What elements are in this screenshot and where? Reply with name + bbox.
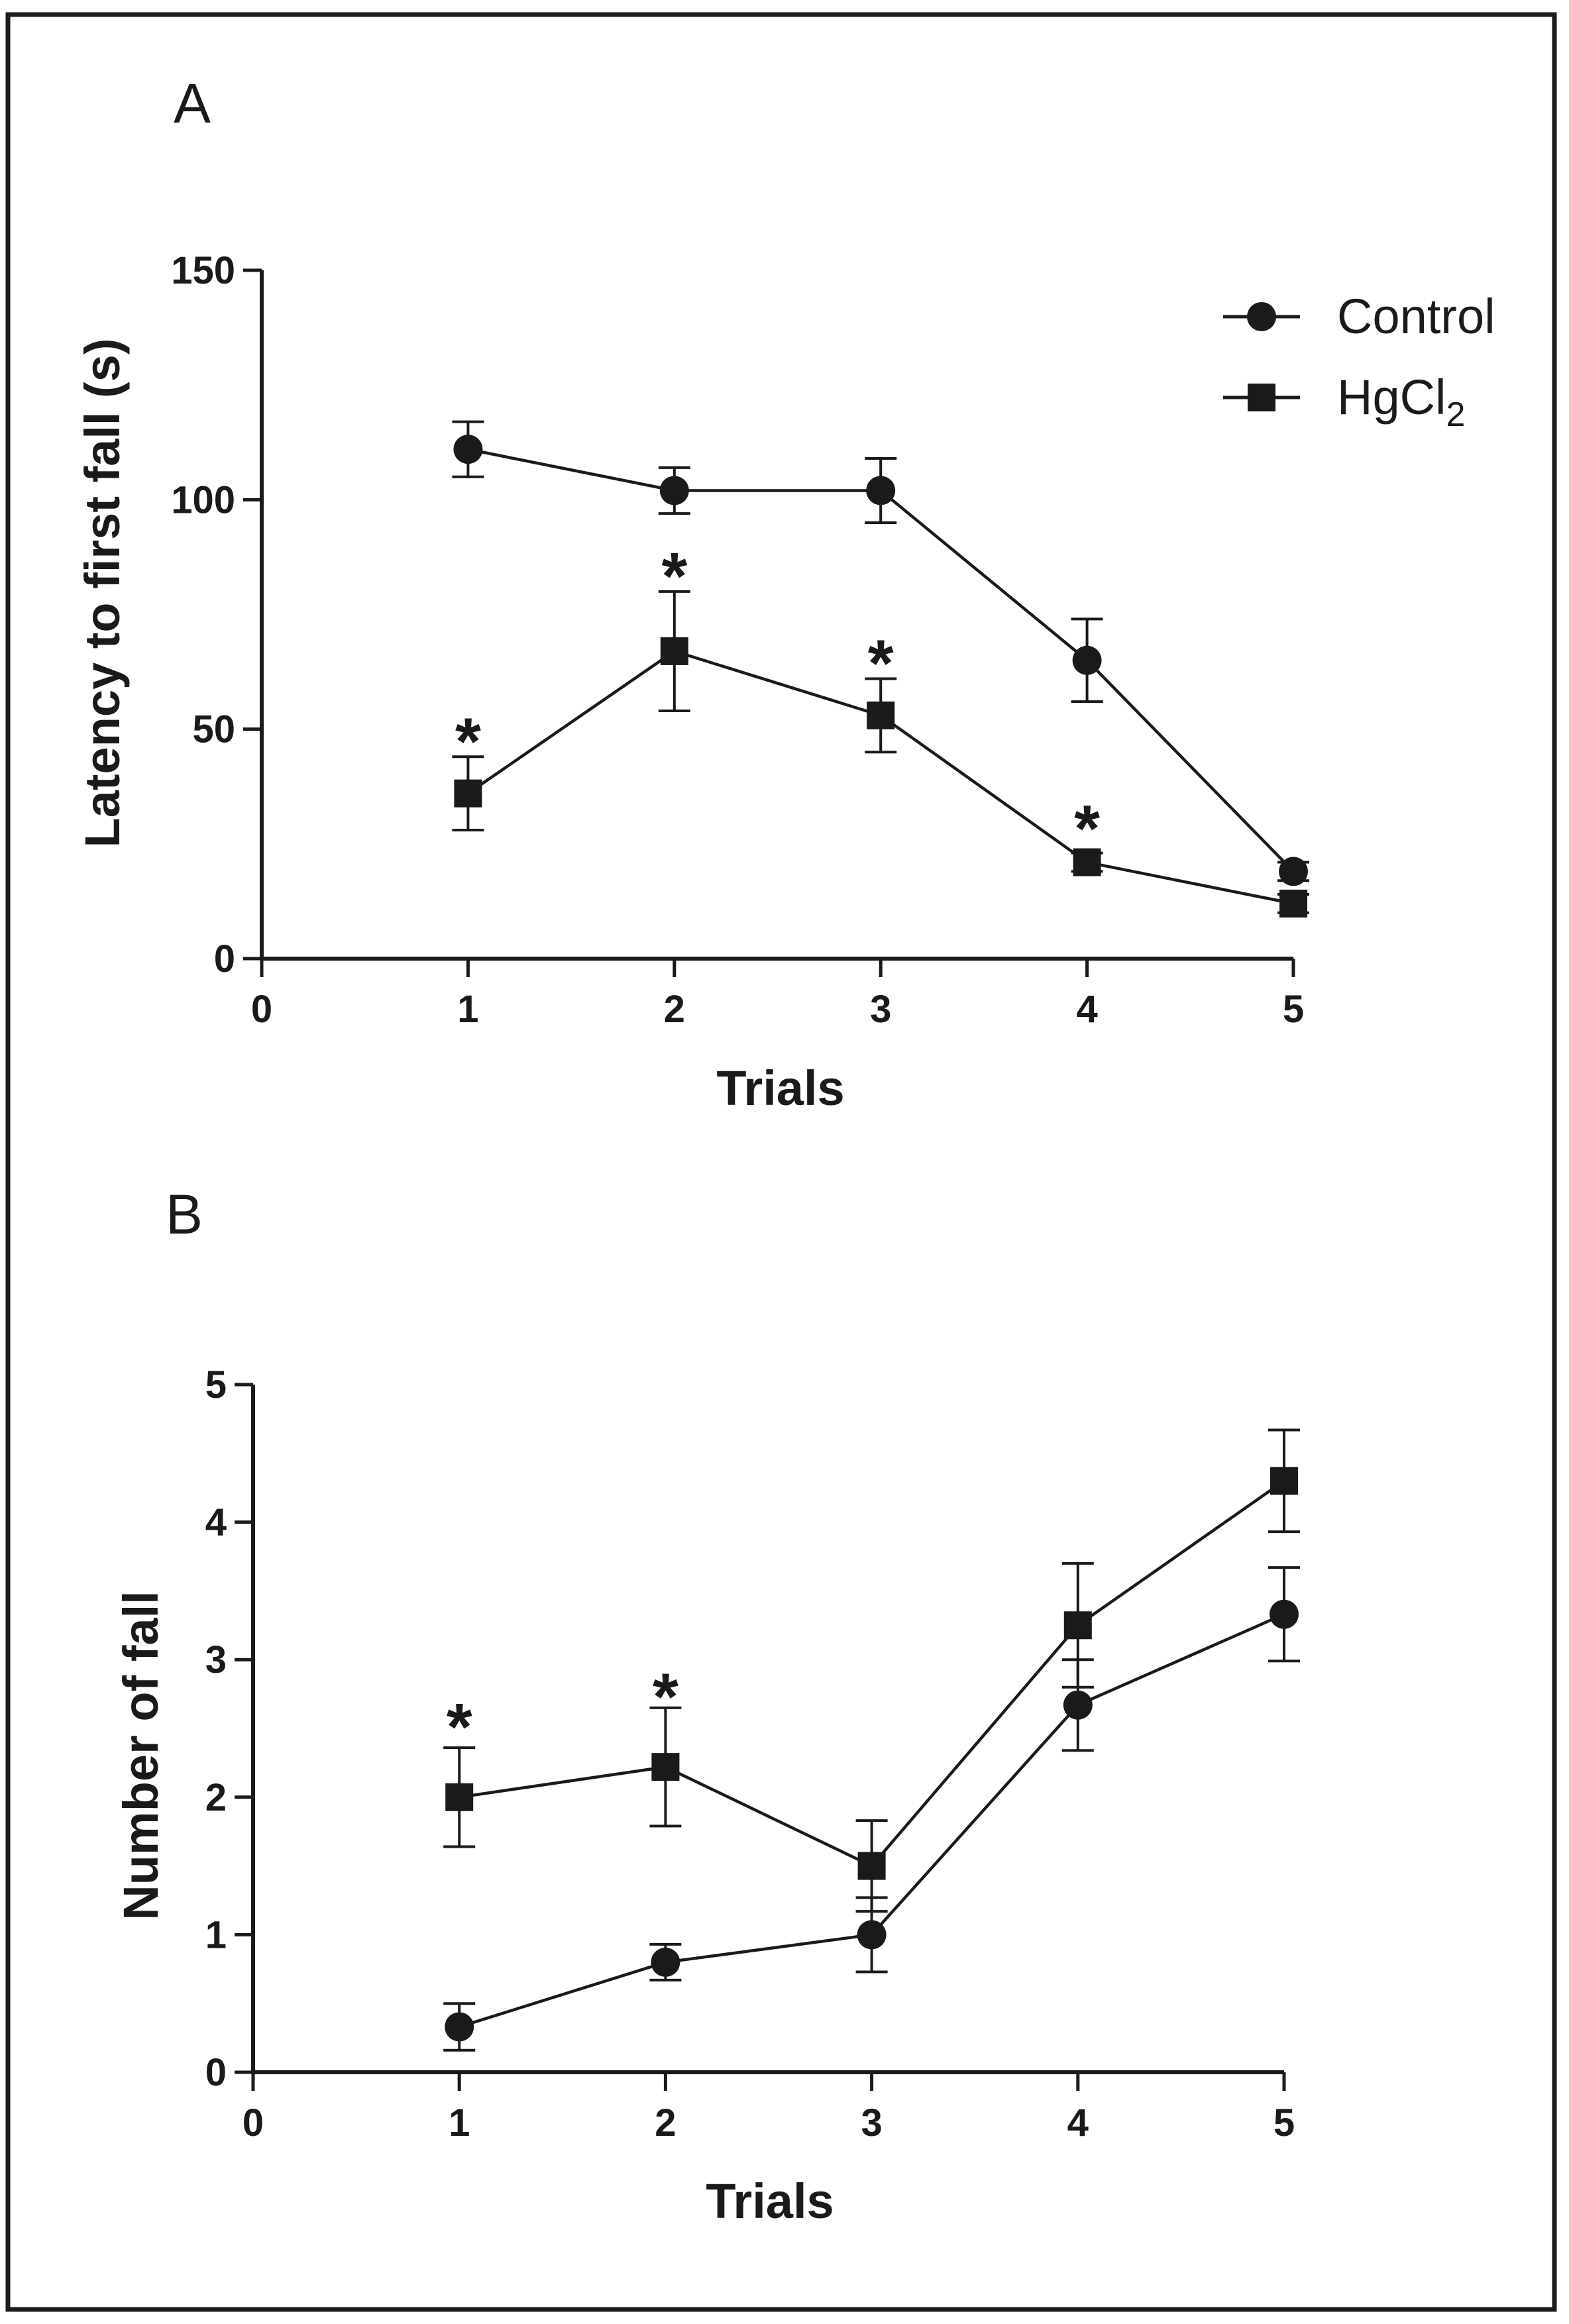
legend-hgcl2-label-subscript: 2: [1446, 396, 1465, 434]
panel-a-data-point-control: [866, 476, 896, 505]
panel-a-y-tick-label: 100: [171, 478, 235, 521]
panel-a-data-point-control: [453, 435, 483, 464]
panel-a-data-point-hgcl2: [867, 701, 895, 729]
panel-a-significance-marker: *: [1074, 792, 1100, 866]
legend-entry-control: Control: [1223, 289, 1495, 344]
panel-a-significance-marker: *: [661, 539, 687, 613]
panel-b-data-point-control: [857, 1920, 887, 1950]
panel-b-y-tick-label: 4: [205, 1501, 227, 1544]
panel-b-x-tick-label: 5: [1273, 2101, 1295, 2144]
panel-a-label: A: [174, 72, 211, 134]
legend: Control HgCl2: [1223, 289, 1495, 434]
panel-b-y-tick-label: 3: [205, 1638, 227, 1681]
panel-b-data-point-control: [651, 1947, 680, 1977]
panel-a-data-point-hgcl2: [454, 779, 482, 808]
panel-a-data-point-control: [1279, 857, 1308, 886]
panel-a-data-point-hgcl2: [660, 637, 688, 665]
legend-control-label: Control: [1337, 289, 1495, 344]
panel-a-y-axis-title: Latency to first fall (s): [75, 339, 130, 848]
panel-a-data-point-hgcl2: [1279, 889, 1307, 918]
panel-a-significance-marker: *: [868, 627, 894, 701]
panel-b-y-tick-label: 2: [205, 1776, 227, 1819]
panel-b-plot: 0 1 2 3 4 5 0 1 2 3 4 5 * *: [205, 1363, 1300, 2144]
legend-hgcl2-label: HgCl2: [1337, 370, 1465, 434]
panel-b-data-point-control: [445, 2012, 474, 2042]
panel-b-data-point-hgcl2: [857, 1852, 886, 1880]
panel-b: B 0 1 2 3 4 5 0 1 2 3 4 5 * * Trials Number of fall: [113, 1183, 1300, 2229]
panel-b-label: B: [166, 1183, 203, 1245]
panel-b-y-tick-label: 1: [205, 1913, 227, 1956]
panel-a-x-tick-label: 2: [664, 988, 685, 1031]
panel-a-data-point-hgcl2: [1073, 848, 1101, 876]
panel-a-data-point-control: [1072, 645, 1102, 675]
panel-b-y-axis-title: Number of fall: [113, 1591, 168, 1920]
panel-b-data-point-hgcl2: [1063, 1611, 1092, 1640]
panel-a-data-point-control: [659, 476, 689, 505]
legend-control-marker: [1247, 302, 1276, 331]
panel-b-x-axis-title: Trials: [706, 2174, 834, 2229]
panel-b-significance-marker: *: [653, 1660, 678, 1734]
panel-b-y-tick-label: 5: [205, 1363, 227, 1406]
panel-b-data-point-control: [1270, 1599, 1299, 1629]
panel-a-y-tick-label: 150: [171, 249, 235, 292]
legend-hgcl2-marker: [1248, 384, 1275, 411]
panel-b-x-tick-label: 3: [861, 2101, 882, 2144]
panel-a-y-tick-label: 50: [192, 708, 235, 751]
panel-a: A 0 50 100 150 0 1 2 3 4 5 * * * * Trials Latency to …: [75, 72, 1495, 1116]
panel-b-x-tick-label: 4: [1067, 2101, 1089, 2144]
panel-b-data-point-hgcl2: [651, 1753, 680, 1781]
legend-hgcl2-label-main: HgCl: [1337, 370, 1446, 425]
panel-b-data-point-control: [1063, 1690, 1093, 1720]
panel-a-x-tick-label: 0: [251, 988, 272, 1031]
panel-b-data-point-hgcl2: [1270, 1467, 1298, 1495]
panel-b-y-tick-label: 0: [205, 2051, 227, 2094]
panel-a-x-axis-title: Trials: [716, 1061, 844, 1116]
panel-a-x-tick-label: 5: [1283, 988, 1304, 1031]
panel-b-data-point-hgcl2: [445, 1783, 474, 1811]
panel-a-y-tick-label: 0: [214, 937, 235, 980]
panel-b-x-tick-label: 2: [655, 2101, 676, 2144]
figure-border: [5, 12, 1557, 2312]
panel-b-x-tick-label: 1: [449, 2101, 470, 2144]
panel-b-x-tick-label: 0: [243, 2101, 264, 2144]
panel-a-x-tick-label: 4: [1076, 988, 1097, 1031]
panel-a-x-tick-label: 3: [870, 988, 891, 1031]
panel-a-plot: 0 50 100 150 0 1 2 3 4 5 * * * *: [171, 249, 1309, 1031]
panel-a-x-tick-label: 1: [457, 988, 478, 1031]
panel-b-significance-marker: *: [447, 1690, 472, 1764]
panel-a-significance-marker: *: [455, 704, 481, 778]
legend-entry-hgcl2: HgCl2: [1223, 370, 1465, 434]
